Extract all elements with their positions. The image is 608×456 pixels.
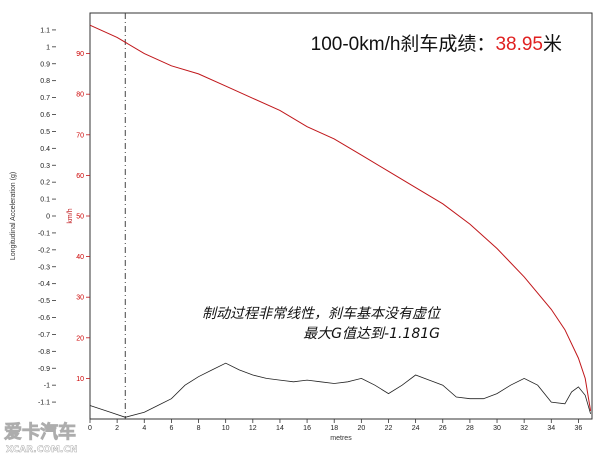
left-tick-label: -0.2 (38, 247, 50, 254)
x-tick-label: 18 (330, 425, 338, 432)
headline-prefix: 100-0km/h刹车成绩： (311, 33, 496, 55)
x-axis: 0 2 4 6 8 10 12 14 16 18 20 22 24 26 28 30 32 34 36 (88, 419, 582, 432)
left-tick-label: -0.1 (38, 230, 50, 237)
headline: 100-0km/h刹车成绩：38.95米 (311, 33, 562, 55)
x-tick-label: 34 (547, 425, 555, 432)
x-tick-label: 30 (493, 425, 501, 432)
x-tick-label: 20 (357, 425, 365, 432)
left-tick-label: -0.5 (38, 298, 50, 305)
left-axis: 1.1 1 0.9 0.8 0.7 0.6 0.5 0.4 0.3 0.2 0.1 0 -0.1 -0.2… (38, 27, 56, 407)
x-tick-label: 8 (197, 425, 201, 432)
watermark: 爱卡汽车 XCAR.COM.CN (4, 421, 78, 456)
headline-value: 38.95 (495, 34, 543, 55)
right-tick-label: 20 (76, 335, 84, 342)
left-tick-label: -1 (44, 383, 50, 390)
right-tick-label: 90 (76, 51, 84, 58)
left-tick-label: -0.8 (38, 349, 50, 356)
left-tick-label: 0 (46, 214, 50, 221)
x-tick-label: 10 (222, 425, 230, 432)
headline-suffix: 米 (543, 33, 562, 55)
annotation-line-2: 最大G值达到-1.181G (303, 326, 440, 342)
annotation-line-1: 制动过程非常线性，刹车基本没有虚位 (202, 306, 442, 322)
x-tick-label: 26 (439, 425, 447, 432)
plot-frame (89, 12, 593, 420)
watermark-site: XCAR.COM.CN (6, 445, 77, 455)
left-tick-label: 0.4 (40, 146, 50, 153)
x-tick-label: 24 (412, 425, 420, 432)
left-tick-label: 0.5 (40, 129, 50, 136)
left-tick-label: -1.1 (38, 400, 50, 407)
acceleration-series-line (89, 362, 591, 418)
left-tick-label: 0.7 (40, 95, 50, 102)
right-tick-label: 80 (76, 92, 84, 99)
right-tick-label: 70 (76, 132, 84, 139)
right-axis-title: km/h (67, 208, 74, 223)
x-tick-label: 0 (88, 425, 92, 432)
x-axis-title: metres (330, 435, 352, 442)
left-tick-label: 0.2 (40, 180, 50, 187)
left-tick-label: 0.9 (40, 61, 50, 68)
right-tick-label: 30 (76, 295, 84, 302)
speed-series-line (89, 24, 592, 411)
x-tick-label: 32 (520, 425, 528, 432)
right-tick-label: 40 (76, 254, 84, 261)
left-tick-label: 1.1 (40, 27, 50, 34)
x-tick-label: 22 (385, 425, 393, 432)
right-tick-label: 60 (76, 173, 84, 180)
left-tick-label: -0.4 (38, 281, 50, 288)
x-tick-label: 4 (142, 425, 146, 432)
left-tick-label: 0.8 (40, 78, 50, 85)
left-tick-label: -0.7 (38, 332, 50, 339)
left-tick-label: -0.6 (38, 315, 50, 322)
left-tick-label: -0.9 (38, 366, 50, 373)
right-tick-label: 50 (76, 214, 84, 221)
right-tick-label: 10 (76, 376, 84, 383)
x-tick-label: 6 (169, 425, 173, 432)
left-tick-label: -0.3 (38, 264, 50, 271)
left-axis-title: Longitudinal Acceleration (g) (10, 172, 17, 260)
left-tick-label: 0.3 (40, 163, 50, 170)
left-tick-label: 1 (46, 44, 50, 51)
x-tick-label: 36 (575, 425, 583, 432)
x-tick-label: 12 (249, 425, 257, 432)
right-axis: 90 80 70 60 50 40 30 20 10 (76, 51, 90, 383)
x-tick-label: 2 (115, 425, 119, 432)
x-tick-label: 16 (303, 425, 311, 432)
x-tick-label: 28 (466, 425, 474, 432)
left-tick-label: 0.6 (40, 112, 50, 119)
x-tick-label: 14 (276, 425, 284, 432)
watermark-logo: 爱卡汽车 (4, 421, 76, 443)
left-tick-label: 0.1 (40, 197, 50, 204)
